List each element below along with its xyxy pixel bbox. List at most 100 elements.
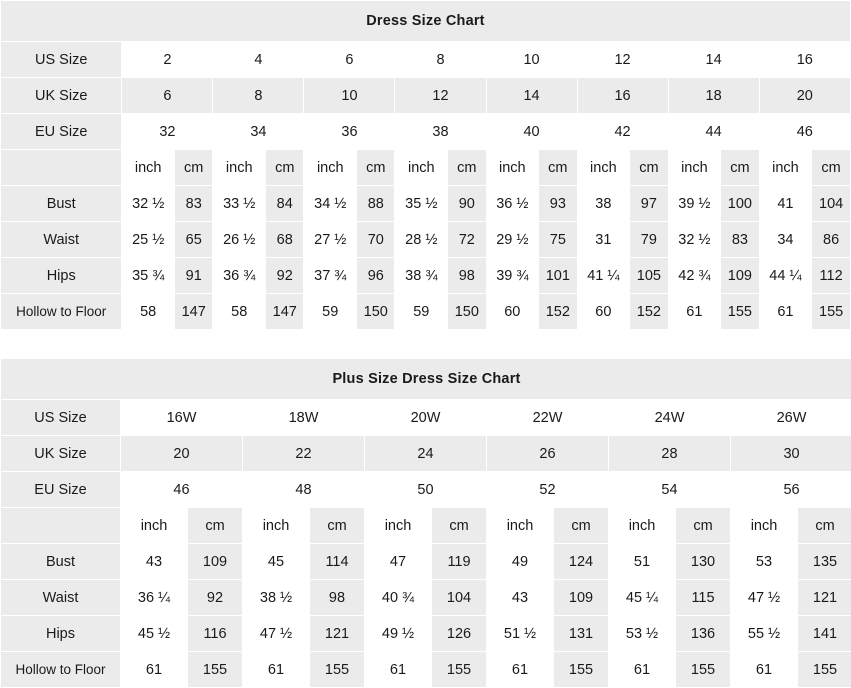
measurement-cell: 45 ¼	[609, 580, 676, 616]
measurement-cell: 47 ½	[243, 616, 310, 652]
unit-label-inch: inch	[243, 508, 310, 544]
measurement-cell: 49	[487, 544, 554, 580]
unit-label-cm: cm	[798, 508, 851, 544]
size-value-cell: 56	[731, 472, 851, 508]
measurement-cell: 60	[486, 294, 539, 330]
measurement-cell: 101	[539, 258, 577, 294]
size-value-cell: 2	[122, 42, 213, 78]
measurement-cell: 155	[432, 652, 487, 688]
measurement-cell: 92	[188, 580, 243, 616]
measurement-cell: 115	[676, 580, 731, 616]
size-value-cell: 28	[609, 436, 731, 472]
measurement-cell: 155	[798, 652, 851, 688]
measurement-row-label: Waist	[1, 580, 121, 616]
size-value-cell: 8	[395, 42, 486, 78]
unit-row-corner	[1, 150, 122, 186]
size-value-cell: 20W	[365, 400, 487, 436]
size-value-cell: 38	[395, 114, 486, 150]
size-value-cell: 10	[304, 78, 395, 114]
measurement-cell: 40 ¾	[365, 580, 432, 616]
unit-label-inch: inch	[213, 150, 266, 186]
size-value-cell: 34	[213, 114, 304, 150]
measurement-cell: 152	[630, 294, 668, 330]
measurement-cell: 42 ¾	[668, 258, 721, 294]
measurement-cell: 41 ¼	[577, 258, 630, 294]
measurement-cell: 47 ½	[731, 580, 798, 616]
measurement-cell: 35 ½	[395, 186, 448, 222]
unit-label-inch: inch	[759, 150, 812, 186]
measurement-cell: 27 ½	[304, 222, 357, 258]
size-value-cell: 30	[731, 436, 851, 472]
measurement-cell: 116	[188, 616, 243, 652]
unit-label-inch: inch	[365, 508, 432, 544]
measurement-cell: 152	[539, 294, 577, 330]
measurement-cell: 61	[243, 652, 310, 688]
size-value-cell: 20	[121, 436, 243, 472]
size-value-cell: 16W	[121, 400, 243, 436]
measurement-cell: 83	[721, 222, 759, 258]
size-value-cell: 26W	[731, 400, 851, 436]
measurement-cell: 97	[630, 186, 668, 222]
size-value-cell: 16	[759, 42, 850, 78]
measurement-cell: 114	[310, 544, 365, 580]
size-value-cell: 24W	[609, 400, 731, 436]
measurement-cell: 36 ¼	[121, 580, 188, 616]
size-value-cell: 44	[668, 114, 759, 150]
row-header-label: US Size	[1, 400, 121, 436]
unit-label-inch: inch	[577, 150, 630, 186]
unit-label-cm: cm	[174, 150, 212, 186]
measurement-cell: 155	[812, 294, 851, 330]
measurement-cell: 60	[577, 294, 630, 330]
size-value-cell: 50	[365, 472, 487, 508]
size-value-cell: 40	[486, 114, 577, 150]
size-value-cell: 18	[668, 78, 759, 114]
size-value-cell: 22	[243, 436, 365, 472]
size-value-cell: 36	[304, 114, 395, 150]
measurement-cell: 55 ½	[731, 616, 798, 652]
row-header-label: EU Size	[1, 114, 122, 150]
chart-title: Dress Size Chart	[1, 1, 851, 42]
measurement-cell: 135	[798, 544, 851, 580]
size-value-cell: 42	[577, 114, 668, 150]
unit-label-cm: cm	[432, 508, 487, 544]
unit-label-cm: cm	[630, 150, 668, 186]
measurement-cell: 93	[539, 186, 577, 222]
measurement-cell: 121	[798, 580, 851, 616]
row-header-label: UK Size	[1, 436, 121, 472]
size-value-cell: 14	[668, 42, 759, 78]
measurement-cell: 31	[577, 222, 630, 258]
measurement-cell: 33 ½	[213, 186, 266, 222]
measurement-cell: 53 ½	[609, 616, 676, 652]
measurement-cell: 131	[554, 616, 609, 652]
unit-label-cm: cm	[448, 150, 486, 186]
measurement-cell: 88	[357, 186, 395, 222]
measurement-row-label: Hips	[1, 616, 121, 652]
measurement-cell: 83	[174, 186, 212, 222]
measurement-cell: 32 ½	[668, 222, 721, 258]
chart-title-row: Dress Size Chart	[1, 1, 851, 42]
size-value-cell: 48	[243, 472, 365, 508]
measurement-cell: 136	[676, 616, 731, 652]
measurement-cell: 121	[310, 616, 365, 652]
measurement-cell: 26 ½	[213, 222, 266, 258]
row-header-label: EU Size	[1, 472, 121, 508]
unit-label-cm: cm	[357, 150, 395, 186]
measurement-row-label: Bust	[1, 186, 122, 222]
chart-title: Plus Size Dress Size Chart	[1, 359, 851, 400]
measurement-cell: 32 ½	[122, 186, 175, 222]
measurement-cell: 47	[365, 544, 432, 580]
measurement-cell: 124	[554, 544, 609, 580]
size-value-cell: 22W	[487, 400, 609, 436]
